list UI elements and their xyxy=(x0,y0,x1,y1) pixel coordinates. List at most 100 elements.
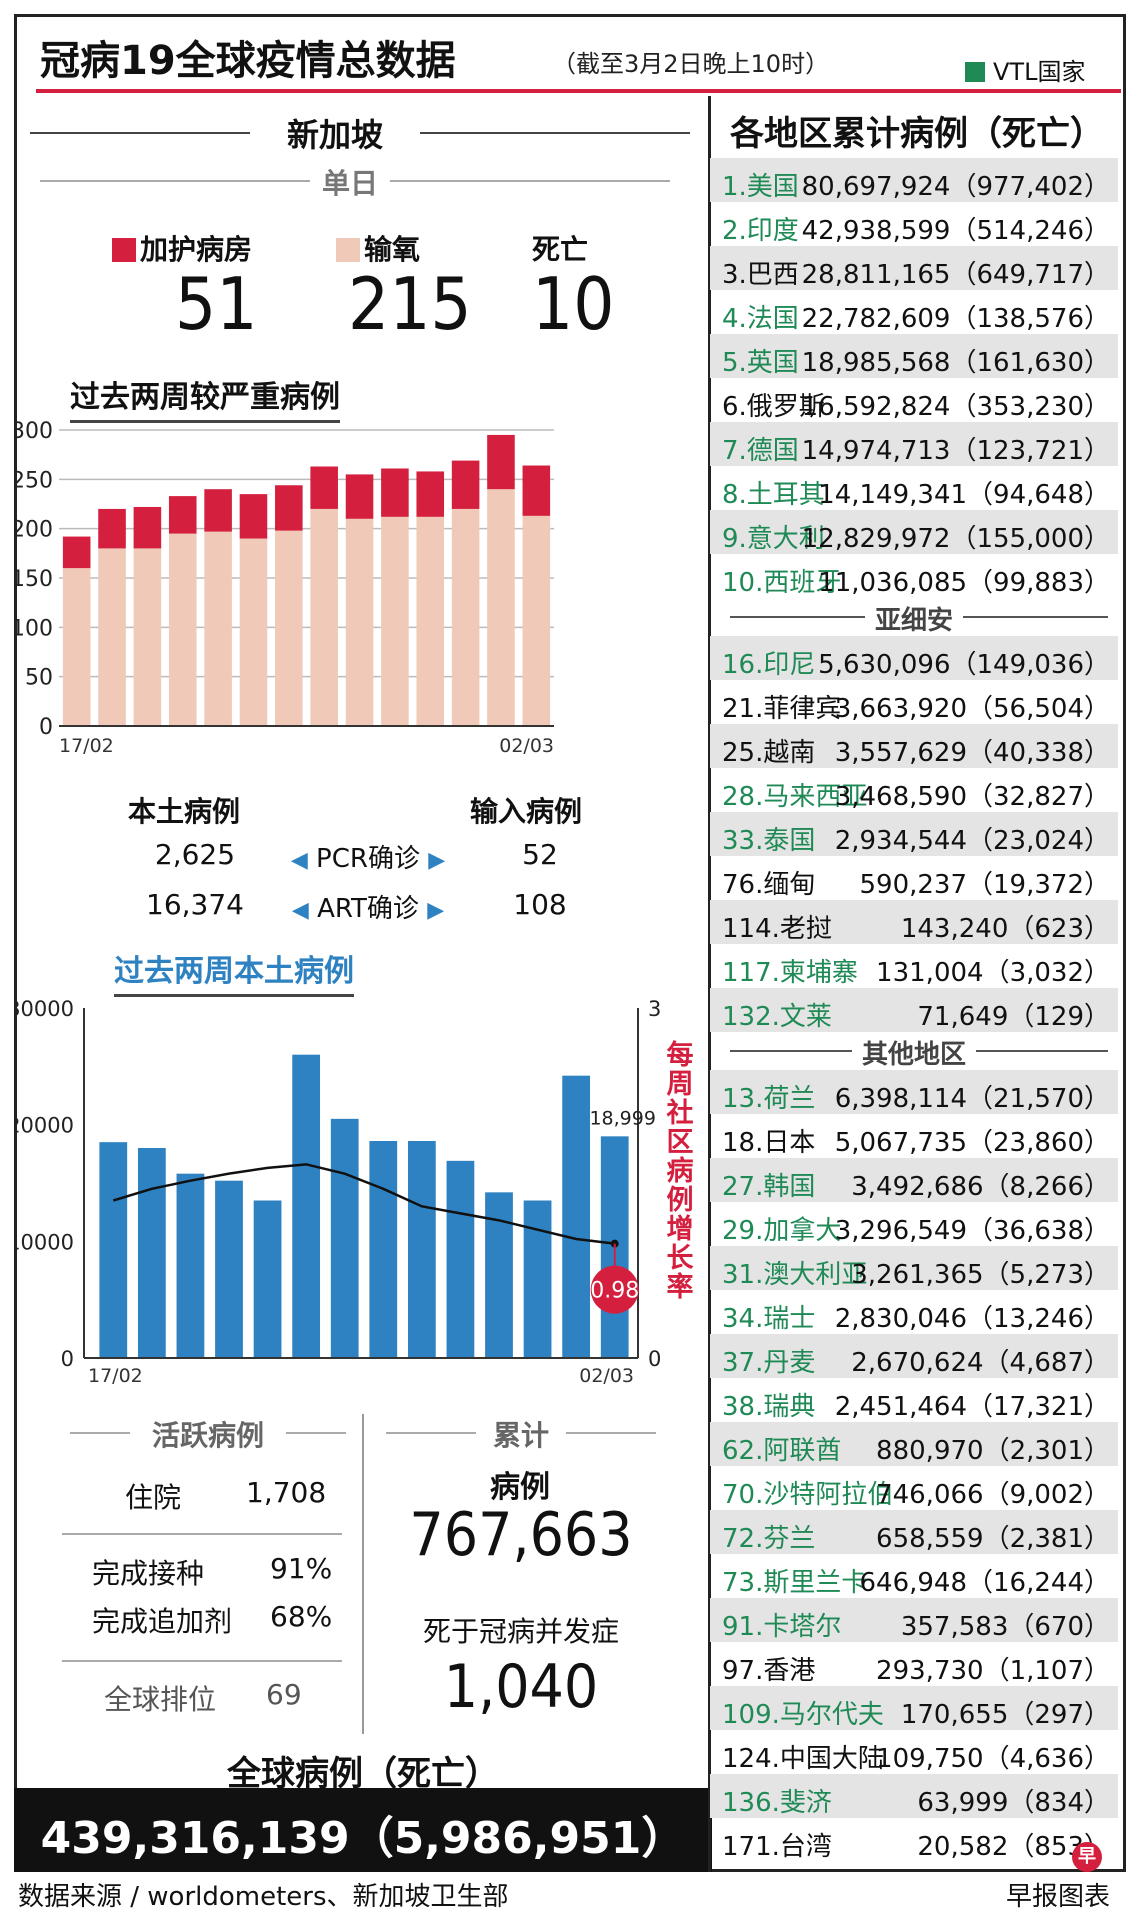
divider xyxy=(62,1660,342,1662)
divider xyxy=(70,1432,130,1434)
oxygen-label: 输氧 xyxy=(336,228,420,268)
local-cases-label: 本土病例 xyxy=(128,795,241,828)
table-row: 1.美国 80,697,924（977,402） xyxy=(710,158,1118,202)
severe-chart-title: 过去两周较严重病例 xyxy=(70,372,340,423)
arrow-left-icon: ◀ xyxy=(290,848,308,873)
region-name: 62.阿联酋 xyxy=(722,1436,842,1466)
region-name: 25.越南 xyxy=(722,738,816,768)
region-value: 3,492,686（8,266） xyxy=(851,1172,1110,1202)
y2-label-char: 率 xyxy=(667,1271,694,1303)
oxygen-bar xyxy=(451,508,480,726)
rate-callout-bubble xyxy=(590,1265,639,1314)
region-value: 880,970（2,301） xyxy=(876,1436,1110,1466)
booster-value: 68% xyxy=(270,1600,333,1633)
table-row: 6.俄罗斯 16,592,824（353,230） xyxy=(710,378,1118,422)
region-name: 37.丹麦 xyxy=(722,1348,816,1378)
table-row: 109.马尔代夫 170,655（297） xyxy=(710,1686,1118,1730)
region-value: 2,451,464（17,321） xyxy=(834,1392,1110,1422)
region-value: 80,697,924（977,402） xyxy=(801,172,1110,202)
region-value: 18,985,568（161,630） xyxy=(801,348,1110,378)
growth-rate-line xyxy=(112,1163,615,1245)
icu-swatch xyxy=(112,238,136,262)
oxygen-bar xyxy=(275,530,303,726)
table-row: 62.阿联酋 880,970（2,301） xyxy=(710,1422,1118,1466)
table-row: 29.加拿大 3,296,549（36,638） xyxy=(710,1202,1118,1246)
global-value: 439,316,139（5,986,951） xyxy=(14,1788,712,1872)
divider xyxy=(566,1432,656,1434)
region-name: 18.日本 xyxy=(722,1128,816,1158)
vertical-divider xyxy=(362,1414,364,1734)
region-value: 658,559（2,381） xyxy=(876,1524,1110,1554)
region-name: 91.卡塔尔 xyxy=(722,1612,842,1642)
region-value: 22,782,609（138,576） xyxy=(801,304,1110,334)
local-case-bar xyxy=(523,1200,552,1358)
table-row: 76.缅甸 590,237（19,372） xyxy=(710,856,1118,900)
icu-bar xyxy=(239,494,268,539)
table-row: 21.菲律宾 3,663,920（56,504） xyxy=(710,680,1118,724)
local-case-bar xyxy=(330,1118,359,1358)
region-name: 132.文莱 xyxy=(722,1002,832,1032)
icu-bar xyxy=(451,460,480,509)
region-name: 97.香港 xyxy=(722,1656,816,1686)
region-value: 71,649（129） xyxy=(917,1002,1110,1032)
oxygen-bar xyxy=(416,516,445,726)
region-name: 31.澳大利亚 xyxy=(722,1260,868,1290)
icu-label: 加护病房 xyxy=(112,228,252,268)
region-name: 27.韩国 xyxy=(722,1172,816,1202)
zaobao-logo-icon: 早 xyxy=(1072,1842,1102,1872)
table-row: 117.柬埔寨 131,004（3,032） xyxy=(710,944,1118,988)
region-value: 14,974,713（123,721） xyxy=(801,436,1110,466)
region-value: 590,237（19,372） xyxy=(859,870,1111,900)
severe-cases-chart: 300 250 200 150 100 50 0 17/02 02/03 xyxy=(14,419,554,757)
local-case-bar xyxy=(369,1141,398,1358)
y-tick-label: 150 xyxy=(14,567,53,592)
region-value: 2,830,046（13,246） xyxy=(834,1304,1110,1334)
table-row: 25.越南 3,557,629（40,338） xyxy=(710,724,1118,768)
oxygen-bar xyxy=(62,568,91,726)
icu-bar xyxy=(275,485,303,531)
divider xyxy=(286,1432,346,1434)
booster-label: 完成追加剂 xyxy=(92,1605,233,1638)
art-imported-value: 108 xyxy=(513,888,567,921)
table-row: 2.印度 42,938,599（514,246） xyxy=(710,202,1118,246)
y-tick-label: 20000 xyxy=(14,1114,74,1138)
region-name: 4.法国 xyxy=(722,304,799,334)
x-end-label: 02/03 xyxy=(579,1365,634,1387)
table-row: 27.韩国 3,492,686（8,266） xyxy=(710,1158,1118,1202)
region-value: 3,663,920（56,504） xyxy=(834,694,1110,724)
title-rule xyxy=(36,89,1121,93)
divider xyxy=(386,1432,476,1434)
source-note: 数据来源 / worldometers、新加坡卫生部 xyxy=(18,1882,509,1912)
region-name: 6.俄罗斯 xyxy=(722,392,825,422)
oxygen-bar xyxy=(487,489,515,726)
region-value: 131,004（3,032） xyxy=(876,958,1110,988)
x-start-label: 17/02 xyxy=(88,1365,143,1387)
arrow-left-icon: ◀ xyxy=(291,898,309,923)
table-row: 132.文莱 71,649（129） xyxy=(710,988,1118,1032)
table-row: 38.瑞典 2,451,464（17,321） xyxy=(710,1378,1118,1422)
region-name: 7.德国 xyxy=(722,436,799,466)
table-row: 124.中国大陆 109,750（4,636） xyxy=(710,1730,1118,1774)
y2-label-char: 增 xyxy=(667,1213,694,1245)
hospital-label: 住院 xyxy=(125,1481,182,1514)
region-value: 6,398,114（21,570） xyxy=(834,1084,1110,1114)
global-label: 全球病例（死亡） xyxy=(227,1754,499,1794)
region-name: 33.泰国 xyxy=(722,826,816,856)
local-case-bar xyxy=(446,1160,475,1358)
vtl-legend: VTL国家 xyxy=(965,52,1085,87)
local-case-bar xyxy=(215,1180,243,1358)
region-value: 646,948（16,244） xyxy=(859,1568,1111,1598)
arrow-right-icon: ▶ xyxy=(428,848,446,873)
region-value: 109,750（4,636） xyxy=(876,1744,1110,1774)
singapore-heading: 新加坡 xyxy=(286,116,383,154)
table-row: 70.沙特阿拉伯 746,066（9,002） xyxy=(710,1466,1118,1510)
icu-bar xyxy=(133,506,162,549)
icu-bar xyxy=(310,466,338,509)
table-border xyxy=(708,96,711,1872)
icu-bar xyxy=(381,468,409,517)
cumulative-cases-label: 病例 xyxy=(490,1470,550,1505)
region-value: 14,149,341（94,648） xyxy=(818,480,1110,510)
region-value: 293,730（1,107） xyxy=(876,1656,1110,1686)
y-tick-label: 100 xyxy=(14,616,53,641)
y-tick-label: 10000 xyxy=(14,1230,74,1254)
